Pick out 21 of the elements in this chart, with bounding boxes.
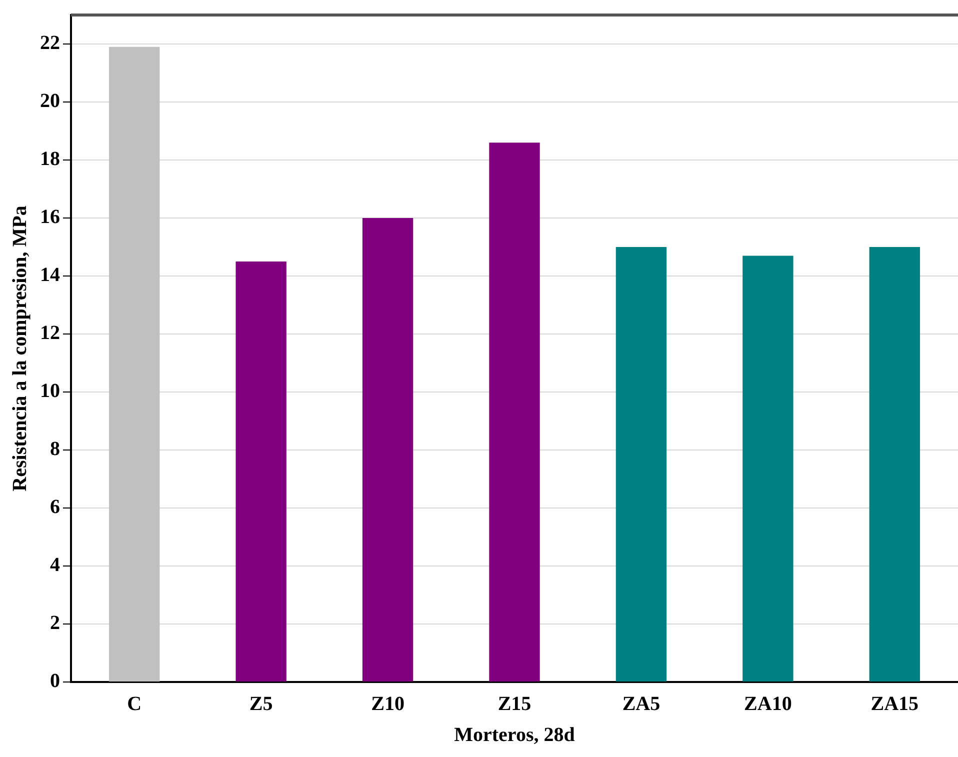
x-tick-label: C bbox=[127, 693, 142, 716]
y-tick-label: 16 bbox=[40, 206, 60, 228]
x-tick-label: Z15 bbox=[498, 693, 532, 716]
y-tick-label: 18 bbox=[40, 148, 60, 170]
y-tick-label: 6 bbox=[50, 496, 60, 518]
y-tick-label: 10 bbox=[40, 380, 60, 402]
y-tick-label: 4 bbox=[50, 554, 60, 576]
y-tick-label: 22 bbox=[40, 32, 60, 54]
y-tick-label: 0 bbox=[50, 670, 60, 692]
x-axis-title: Morteros, 28d bbox=[454, 724, 575, 746]
y-tick-label: 8 bbox=[50, 438, 60, 460]
x-tick-label: Z10 bbox=[371, 693, 404, 716]
y-axis-title: Resistencia a la compresion, MPa bbox=[9, 206, 32, 492]
x-tick-label: ZA15 bbox=[870, 693, 919, 716]
x-tick-label: ZA5 bbox=[622, 693, 660, 716]
y-tick-label: 2 bbox=[50, 612, 60, 634]
x-tick-label: ZA10 bbox=[744, 693, 792, 716]
y-tick-label: 12 bbox=[40, 322, 60, 344]
y-tick-label: 14 bbox=[40, 264, 60, 286]
x-tick-label: Z5 bbox=[249, 693, 273, 716]
y-tick-label: 20 bbox=[40, 90, 60, 112]
